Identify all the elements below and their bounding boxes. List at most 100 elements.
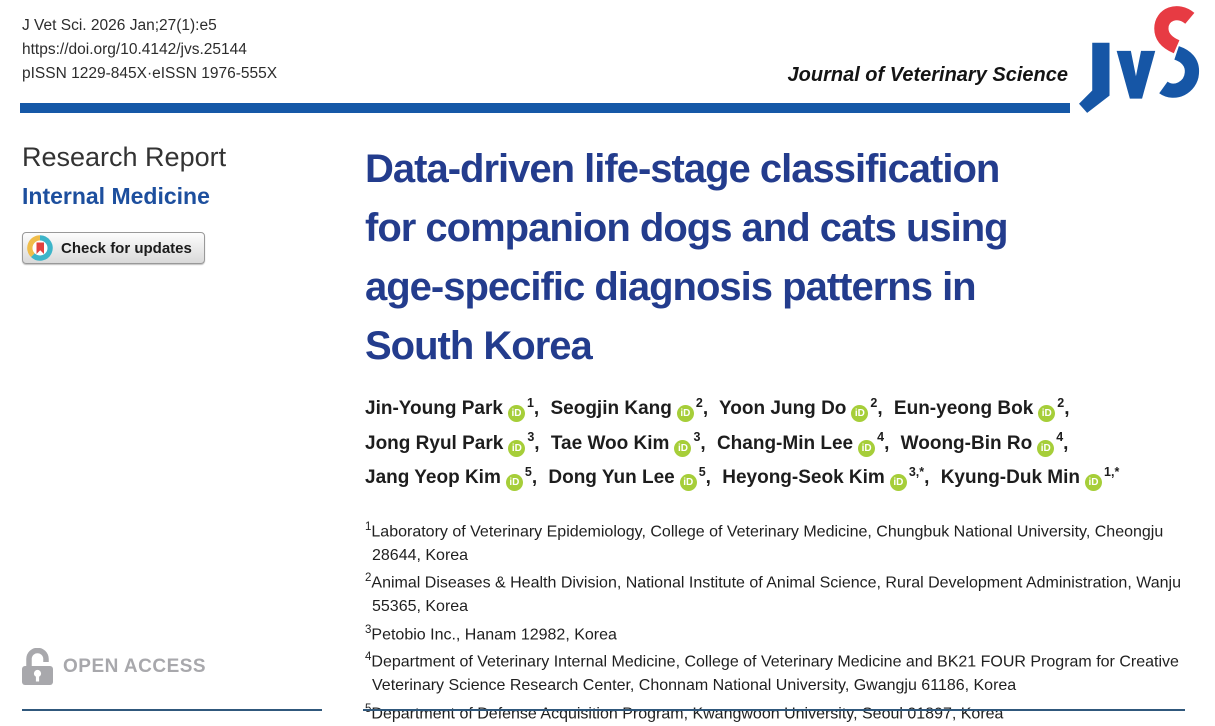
author-name: Seogjin Kang [550, 398, 672, 420]
affiliation: 1Laboratory of Veterinary Epidemiology, … [365, 516, 1190, 567]
left-column-rule [22, 709, 322, 711]
doi-link[interactable]: https://doi.org/10.4142/jvs.25144 [22, 41, 247, 58]
crossmark-icon [27, 235, 53, 261]
author-name: Heyong-Seok Kim [722, 466, 885, 488]
section-label: Internal Medicine [22, 183, 210, 209]
orcid-icon[interactable]: iD [508, 439, 526, 457]
author-name: Jong Ryul Park [365, 432, 504, 454]
author-superscript: 3 [693, 430, 701, 445]
title-line: Data-driven life-stage classification [365, 147, 1000, 191]
orcid-icon[interactable]: iD [851, 405, 869, 423]
author-name: Eun-yeong Bok [893, 398, 1034, 420]
author-superscript: 5 [698, 464, 706, 479]
author-superscript: 1,* [1104, 464, 1120, 479]
author-superscript: 3,* [908, 464, 925, 479]
author-name: Kyung-Duk Min [940, 466, 1081, 488]
title-line: South Korea [365, 324, 593, 368]
affiliation-superscript: 5 [365, 703, 371, 715]
orcid-icon[interactable]: iD [674, 439, 692, 457]
author-separator: , [702, 398, 709, 420]
issn-line: pISSN 1229-845X·eISSN 1976-555X [22, 65, 278, 82]
author-separator: , [877, 398, 883, 420]
author-separator: , [705, 466, 711, 488]
affiliation-text: Department of Defense Acquisition Progra… [371, 705, 1004, 723]
journal-name: Journal of Veterinary Science [787, 64, 1068, 86]
author-separator: , [531, 466, 538, 488]
orcid-icon[interactable]: iD [858, 439, 876, 457]
affiliation-text: Animal Diseases & Health Division, Natio… [371, 574, 1181, 616]
author-superscript: 3 [527, 430, 535, 445]
open-access-label: OPEN ACCESS [63, 656, 207, 677]
article-title-lines: Data-driven life-stage classification for… [365, 140, 1190, 376]
author: Dong Yun Lee iD5, [548, 464, 711, 491]
author-superscript: 2 [870, 396, 878, 410]
open-lock-icon [22, 648, 53, 685]
author: Jang Yeop Kim iD5, [365, 464, 538, 491]
affiliation: 5Department of Defense Acquisition Progr… [365, 698, 1190, 726]
orcid-icon[interactable]: iD [679, 473, 697, 491]
affiliation: 2Animal Diseases & Health Division, Nati… [365, 567, 1190, 618]
header-divider-bar [20, 103, 1070, 113]
citation-block: J Vet Sci. 2026 Jan;27(1):e5 https://doi… [22, 14, 277, 86]
affiliation-superscript: 1 [365, 520, 372, 533]
orcid-icon[interactable]: iD [1085, 473, 1103, 491]
orcid-icon[interactable]: iD [676, 405, 694, 423]
author-separator: , [884, 432, 890, 454]
author: Jin-Young Park iD1, [365, 396, 540, 423]
author: Seogjin Kang iD2, [550, 396, 709, 423]
author: Kyung-Duk Min iD1,* [940, 464, 1120, 491]
orcid-icon[interactable]: iD [1038, 405, 1056, 423]
author: Yoon Jung Do iD2, [719, 396, 883, 423]
title-line: age-specific diagnosis patterns in [365, 265, 977, 309]
affiliation: 3Petobio Inc., Hanam 12982, Korea [365, 619, 1190, 647]
author-superscript: 5 [524, 464, 532, 479]
author-name: Yoon Jung Do [719, 398, 847, 420]
author-separator: , [924, 466, 930, 488]
affiliations-list: 1Laboratory of Veterinary Epidemiology, … [365, 516, 1190, 726]
affiliation-superscript: 2 [365, 572, 372, 585]
author-superscript: 2 [695, 396, 703, 410]
author-superscript: 4 [1056, 430, 1064, 445]
author-separator: , [1063, 432, 1069, 454]
author-name: Tae Woo Kim [550, 432, 670, 454]
affiliation-text: Laboratory of Veterinary Epidemiology, C… [371, 523, 1164, 564]
orcid-icon[interactable]: iD [1037, 439, 1055, 457]
crossmark-button[interactable]: Check for updates [22, 232, 205, 264]
main-column: Data-driven life-stage classification for… [365, 140, 1190, 726]
authors-list: Jin-Young Park iD1, Seogjin Kang iD2, Yoon… [365, 389, 1190, 492]
author-name: Jin-Young Park [365, 398, 503, 420]
author: Woong-Bin Ro iD4, [900, 430, 1069, 457]
author-superscript: 2 [1057, 396, 1065, 410]
author: Eun-yeong Bok iD2, [893, 396, 1070, 423]
orcid-icon[interactable]: iD [507, 405, 525, 423]
author: Heyong-Seok Kim iD3,*, [722, 464, 930, 491]
author: Tae Woo Kim iD3, [550, 430, 706, 457]
author-superscript: 4 [877, 430, 885, 445]
author-separator: , [700, 432, 706, 454]
orcid-icon[interactable]: iD [889, 473, 907, 491]
author: Jong Ryul Park iD3, [365, 430, 540, 457]
author-name: Jang Yeop Kim [365, 466, 501, 488]
affiliation-text: Petobio Inc., Hanam 12982, Korea [371, 625, 617, 643]
author-superscript: 1 [526, 396, 534, 410]
title-line: for companion dogs and cats using [365, 206, 1009, 250]
author-name: Woong-Bin Ro [900, 432, 1033, 454]
affiliation: 4Department of Veterinary Internal Medic… [365, 646, 1190, 697]
affiliation-text: Department of Veterinary Internal Medici… [371, 653, 1179, 695]
author-separator: , [1064, 398, 1070, 420]
affiliation-superscript: 4 [365, 651, 372, 664]
author: Chang-Min Lee iD4, [716, 430, 890, 457]
open-access-badge: OPEN ACCESS [20, 648, 206, 686]
author-separator: , [534, 432, 540, 454]
crossmark-label: Check for updates [61, 239, 192, 257]
author-name: Chang-Min Lee [716, 432, 854, 454]
author-name: Dong Yun Lee [548, 466, 675, 488]
main-column-rule [363, 709, 1185, 711]
jvs-logo-icon [1079, 6, 1199, 113]
affiliation-superscript: 3 [365, 623, 372, 636]
article-type-label: Research Report [22, 142, 227, 172]
orcid-icon[interactable]: iD [505, 473, 523, 491]
author-separator: , [533, 398, 540, 420]
citation-line: J Vet Sci. 2026 Jan;27(1):e5 [22, 17, 217, 34]
